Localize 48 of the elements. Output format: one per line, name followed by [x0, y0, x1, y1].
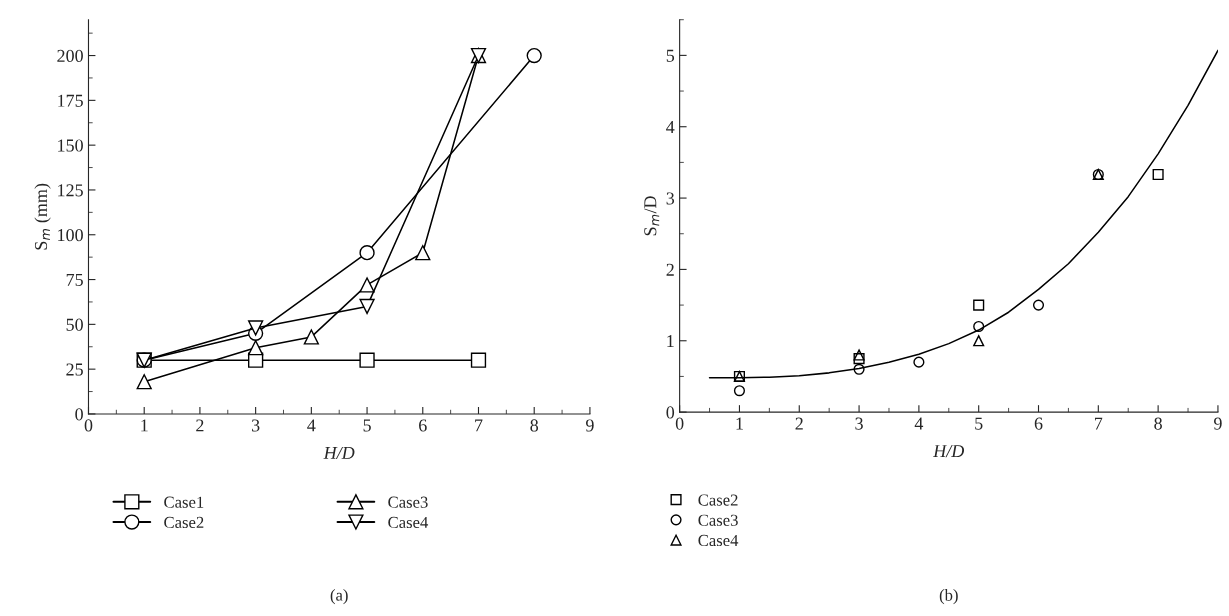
legend-label: Case4 [388, 516, 429, 529]
x-tick-label: 2 [196, 419, 204, 432]
legend-label: Case1 [164, 496, 204, 508]
legend-label: Case2 [164, 516, 204, 529]
x-tick-label: 3 [855, 417, 863, 430]
y-tick-label: 3 [666, 192, 675, 205]
y-tick-label: 0 [75, 408, 83, 421]
y-tick-label: 125 [58, 184, 83, 197]
y-tick-label: 175 [58, 94, 83, 107]
y-tick-label: 50 [66, 318, 83, 331]
x-axis-title: H/D [323, 446, 355, 459]
y-tick-label: 200 [57, 49, 83, 62]
x-tick-label: 1 [141, 419, 148, 432]
x-tick-label: 8 [530, 419, 539, 432]
y-tick-label: 2 [666, 263, 674, 276]
text: (b) [939, 589, 958, 605]
y-tick-label: 100 [58, 229, 83, 242]
x-tick-label: 9 [1214, 417, 1222, 430]
x-tick-label: 7 [475, 419, 483, 432]
x-tick-label: 8 [1154, 417, 1162, 430]
x-axis-title: H/D [933, 445, 965, 458]
x-tick-label: 5 [363, 419, 371, 432]
x-tick-label: 5 [975, 417, 983, 430]
x-tick-label: 4 [307, 419, 316, 432]
legend-label: Case3 [388, 496, 428, 508]
y-tick-label: 150 [58, 139, 83, 152]
legend-label: Case2 [698, 494, 738, 506]
legend-label: Case4 [698, 534, 739, 547]
y-tick-label: 0 [666, 406, 675, 419]
y-tick-label: 25 [66, 363, 83, 376]
x-tick-label: 3 [251, 419, 260, 432]
x-tick-label: 0 [84, 419, 93, 432]
x-tick-label: 1 [736, 417, 743, 430]
x-tick-label: 6 [1034, 417, 1043, 430]
y-axis-title: S$_{m}$/D [644, 196, 660, 236]
y-axis-title: S$_{m}$ (mm) [34, 183, 51, 250]
x-tick-label: 0 [675, 417, 684, 430]
y-tick-label: 5 [666, 49, 675, 62]
y-tick-label: 75 [66, 273, 83, 286]
text: (a) [330, 589, 348, 605]
y-tick-label: 1 [667, 335, 674, 348]
legend-label: Case3 [698, 514, 738, 526]
x-tick-label: 6 [419, 419, 427, 432]
x-tick-label: 4 [914, 417, 924, 430]
x-tick-label: 9 [585, 419, 594, 432]
y-tick-label: 4 [666, 121, 675, 133]
x-tick-label: 2 [795, 417, 803, 430]
x-tick-label: 7 [1094, 417, 1103, 430]
